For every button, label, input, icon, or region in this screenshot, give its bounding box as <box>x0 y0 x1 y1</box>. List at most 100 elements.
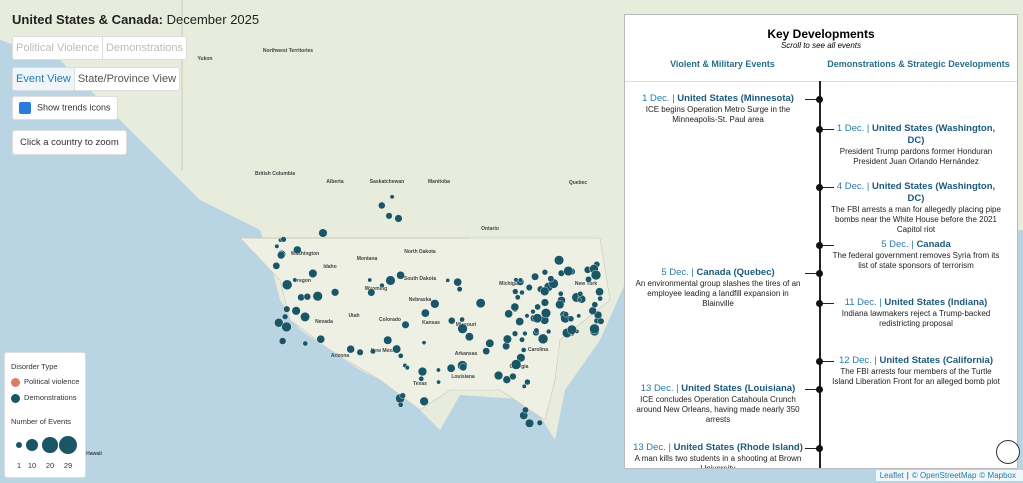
tab[interactable]: Event View <box>13 68 75 90</box>
event-dot <box>385 275 396 286</box>
event: 13 Dec. | United States (Rhode Island) A … <box>633 442 803 469</box>
map-label: Quebec <box>569 180 588 186</box>
legend-item: Political violence <box>11 377 79 387</box>
map-label: Washington <box>291 251 319 257</box>
legend-size-title: Number of Events <box>11 417 72 426</box>
event-heading: 13 Dec. | United States (Louisiana) <box>633 383 803 395</box>
event-dot <box>597 295 603 302</box>
event-place: United States (Rhode Island) <box>673 442 803 453</box>
zoom-button[interactable]: Click a country to zoom <box>12 130 127 155</box>
event-dot <box>515 317 525 326</box>
event-dot <box>554 255 564 266</box>
map-label: Missouri <box>456 322 477 328</box>
event: 13 Dec. | United States (Louisiana) ICE c… <box>633 383 803 425</box>
map-label: Arizona <box>331 353 350 359</box>
event-dot <box>446 363 456 373</box>
event-dot <box>281 279 293 290</box>
event-heading: 12 Dec. | United States (California) <box>831 355 1001 367</box>
event-dot <box>417 366 428 377</box>
event-place: United States (Washington, DC) <box>872 181 996 204</box>
event-dot <box>494 370 504 381</box>
map-label: Michigan <box>499 281 521 287</box>
event-dot <box>540 308 551 319</box>
event-text: ICE concludes Operation Catahoula Crunch… <box>636 395 800 424</box>
event-place: United States (Louisiana) <box>681 383 796 394</box>
legend-title: Disorder Type <box>11 362 58 371</box>
tab[interactable]: Demonstrations <box>105 42 184 54</box>
event: 5 Dec. | Canada (Quebec) An environmental… <box>633 267 803 309</box>
separator: | <box>879 297 882 308</box>
connector <box>820 361 834 362</box>
event-date: 13 Dec. <box>633 442 666 453</box>
event-date: 1 Dec. <box>642 93 670 104</box>
event-text: A man kills two students in a shooting a… <box>634 454 802 469</box>
event-dot <box>576 297 582 303</box>
event-dot <box>274 243 280 249</box>
timeline-dot <box>816 300 823 307</box>
separator: | <box>874 355 877 366</box>
column-heading: Violent & Military Events <box>670 59 775 69</box>
lock-button[interactable] <box>996 440 1020 464</box>
attribution-item: Leaflet <box>879 471 904 480</box>
event-dot <box>525 284 533 291</box>
event-dot <box>394 214 403 223</box>
event-dot <box>378 201 386 210</box>
event-place: United States (Minnesota) <box>677 93 794 104</box>
map-label: Alberta <box>326 179 343 185</box>
event-text: An environmental group slashes the tires… <box>635 279 801 308</box>
connector <box>820 187 834 188</box>
size-label: 1 <box>16 461 22 470</box>
panel: Key Developments Scroll to see all event… <box>624 14 1018 469</box>
checkbox[interactable] <box>19 102 31 114</box>
event-date: 11 Dec. <box>844 297 877 308</box>
map-label: Montana <box>357 256 378 262</box>
event-dot <box>510 359 522 370</box>
event-dot <box>524 313 530 319</box>
event-dot <box>293 245 302 255</box>
tab[interactable]: State/Province View <box>77 73 177 85</box>
map-label: New Mexico <box>371 348 400 354</box>
event-dot <box>530 309 536 315</box>
event-dot <box>546 328 552 335</box>
size-circle <box>15 441 23 449</box>
event-dot <box>367 277 373 283</box>
event-place: United States (Indiana) <box>884 297 988 308</box>
tab[interactable]: Political Violence <box>13 37 103 59</box>
event-dot <box>436 379 441 385</box>
event-dot <box>283 305 291 313</box>
event-dot <box>533 327 540 334</box>
map-label: Utah <box>348 313 359 319</box>
timeline-dot <box>816 242 823 249</box>
column-heading: Demonstrations & Strategic Developments <box>827 59 1010 69</box>
size-circle <box>25 438 39 452</box>
divider <box>625 81 1017 82</box>
event-heading: 4 Dec. | United States (Washington, DC) <box>831 181 1001 205</box>
map-label: Louisiana <box>451 374 475 380</box>
event-dot <box>577 291 584 297</box>
panel-subtitle: Scroll to see all events <box>780 41 862 50</box>
event-dot <box>465 332 474 342</box>
event-dot <box>398 353 404 359</box>
event-dot <box>303 293 311 301</box>
event-dot <box>541 269 548 276</box>
event-dot <box>379 282 385 289</box>
event-dot <box>430 299 440 309</box>
event-dot <box>292 277 298 283</box>
event-dot <box>517 277 524 283</box>
title-bold: United States & Canada: <box>12 12 163 27</box>
timeline-dot <box>816 96 823 103</box>
timeline-dot <box>816 445 823 452</box>
map-label: Kansas <box>422 320 440 326</box>
event-dot <box>308 269 318 278</box>
event-dot <box>318 228 328 238</box>
size-label: 10 <box>27 461 37 470</box>
event-text: ICE begins Operation Metro Surge in the … <box>645 105 791 124</box>
map-label: North Dakota <box>404 249 436 255</box>
event-dot <box>513 277 519 283</box>
size-label: 29 <box>63 461 73 470</box>
separator: | <box>866 181 870 192</box>
event-heading: 1 Dec. | United States (Washington, DC) <box>831 123 1001 147</box>
event-dot <box>512 288 519 295</box>
trends-toggle[interactable]: Show trends icons <box>12 96 118 120</box>
event-text: Indiana lawmakers reject a Trump-backed … <box>841 309 991 328</box>
